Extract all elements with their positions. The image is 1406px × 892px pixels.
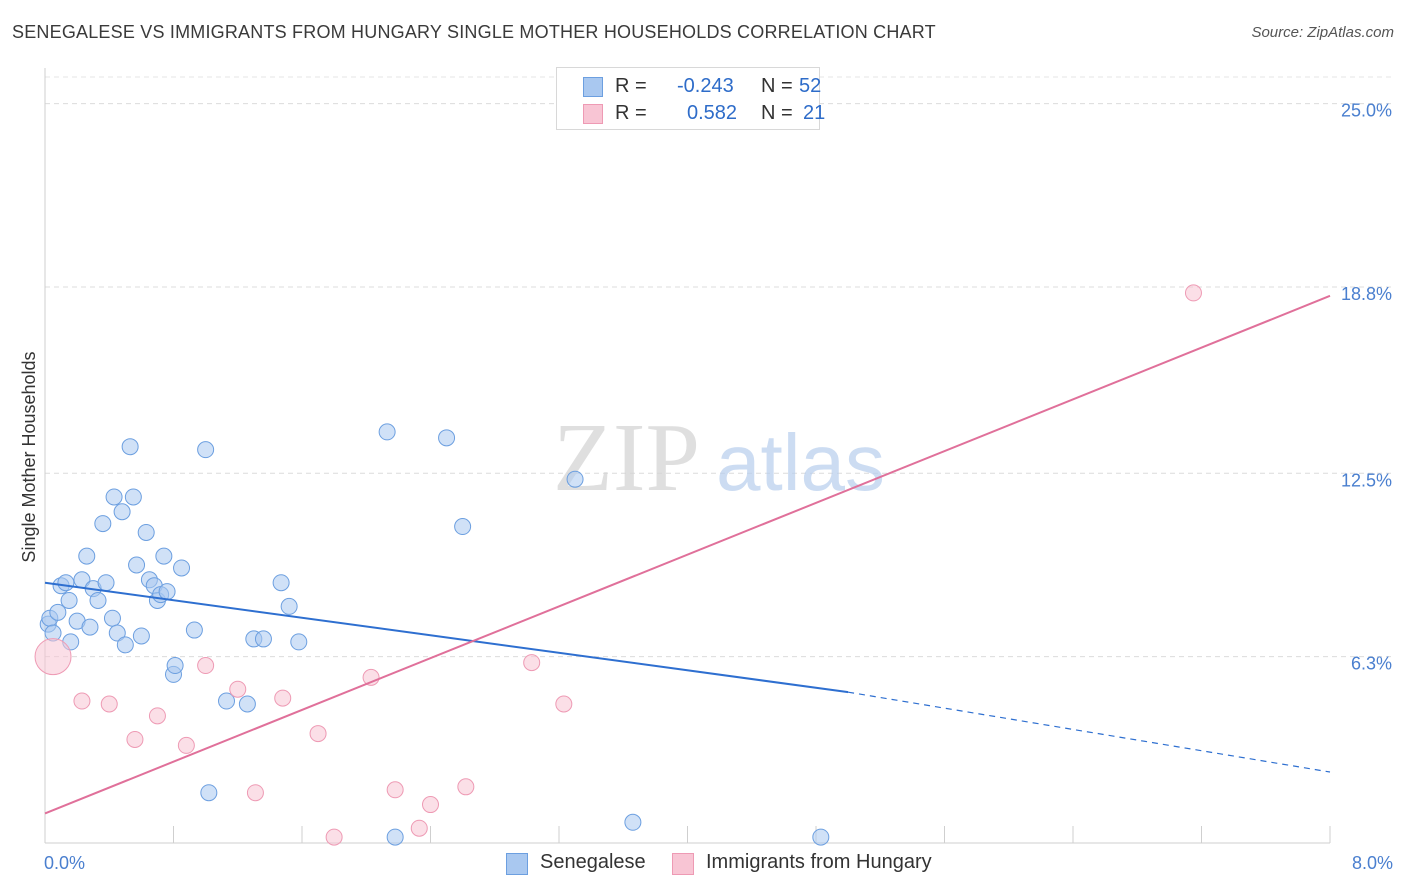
legend-n-label: N = <box>761 102 793 124</box>
watermark-atlas: atlas <box>716 418 885 507</box>
gridlines <box>45 76 1392 658</box>
y-tick-label: 12.5% <box>1341 470 1392 490</box>
point-senegalese <box>378 423 396 441</box>
tick-labels: 6.3% 12.5% 18.8% 25.0% 0.0% 8.0% <box>44 101 1393 873</box>
point-senegalese <box>812 828 830 846</box>
legend-r-value: 0.582 <box>687 102 738 124</box>
source-note: Source: ZipAtlas.com <box>1251 24 1394 41</box>
legend-n-label: N = <box>761 75 793 97</box>
point-senegalese <box>155 547 173 565</box>
point-hungary <box>229 680 247 698</box>
point-senegalese <box>97 574 115 592</box>
watermark-zip: ZIP <box>553 404 700 512</box>
point-senegalese <box>113 503 131 521</box>
bottom-legend-swatch-senegalese <box>506 853 528 875</box>
point-senegalese <box>454 518 472 536</box>
point-senegalese <box>116 636 134 654</box>
bottom-legend-label-senegalese: Senegalese <box>540 851 646 873</box>
legend-r-label: R = <box>615 75 647 97</box>
y-tick-label: 18.8% <box>1341 284 1392 304</box>
point-senegalese <box>197 441 215 459</box>
point-senegalese <box>103 609 121 627</box>
point-senegalese <box>49 603 67 621</box>
axes <box>44 68 1331 844</box>
point-senegalese <box>200 784 218 802</box>
point-hungary <box>73 692 91 710</box>
point-hungary <box>246 784 264 802</box>
bottom-legend-label-hungary: Immigrants from Hungary <box>706 851 932 873</box>
legend-n-value: 52 <box>799 75 822 97</box>
x-tick-label: 0.0% <box>44 853 85 873</box>
point-hungary <box>1184 284 1202 302</box>
point-hungary <box>422 796 439 814</box>
legend-swatch-senegalese <box>583 77 603 97</box>
point-senegalese <box>60 591 78 609</box>
bottom-legend-swatch-hungary <box>672 853 694 875</box>
chart-title: SENEGALESE VS IMMIGRANTS FROM HUNGARY SI… <box>12 22 936 42</box>
watermark: ZIP atlas <box>553 404 885 512</box>
legend-n-value: 21 <box>803 102 826 124</box>
point-senegalese <box>238 695 256 713</box>
point-senegalese <box>158 583 176 601</box>
point-hungary <box>325 828 343 846</box>
y-tick-label: 6.3% <box>1351 654 1392 674</box>
point-senegalese <box>272 574 290 592</box>
legend-swatch-hungary <box>583 104 603 124</box>
trend-lines <box>44 294 1331 815</box>
point-senegalese <box>290 633 308 651</box>
point-senegalese <box>386 828 404 846</box>
point-senegalese <box>218 692 236 710</box>
point-hungary <box>410 819 428 837</box>
point-hungary <box>274 689 292 707</box>
point-senegalese <box>185 621 203 639</box>
point-hungary <box>386 781 404 799</box>
point-hungary <box>457 778 475 796</box>
x-tick-label: 8.0% <box>1352 853 1393 873</box>
y-tick-label: 25.0% <box>1341 101 1392 121</box>
point-senegalese <box>81 618 99 636</box>
legend-r-value: -0.243 <box>677 75 734 97</box>
point-senegalese <box>566 470 584 488</box>
point-hungary <box>523 654 541 672</box>
point-hungary <box>197 657 215 675</box>
point-hungary <box>34 638 72 676</box>
point-senegalese <box>78 547 96 565</box>
point-senegalese <box>89 591 107 609</box>
y-axis-label: Single Mother Households <box>19 351 39 562</box>
point-hungary <box>177 736 195 754</box>
point-senegalese <box>121 438 139 456</box>
point-senegalese <box>57 574 75 592</box>
point-senegalese <box>137 523 155 541</box>
point-hungary <box>555 695 573 713</box>
point-senegalese <box>438 429 456 447</box>
point-senegalese <box>280 597 298 615</box>
trend-line-senegalese <box>44 581 849 694</box>
point-senegalese <box>173 559 191 577</box>
point-senegalese <box>105 488 123 506</box>
legend-r-label: R = <box>615 102 647 124</box>
point-senegalese <box>132 627 150 645</box>
point-hungary <box>309 725 327 743</box>
point-hungary <box>126 730 144 748</box>
point-hungary <box>148 707 166 725</box>
point-senegalese <box>254 630 272 648</box>
point-senegalese <box>124 488 142 506</box>
trend-extension-senegalese <box>848 691 1331 773</box>
correlation-legend: R = -0.243 N = 52 R = 0.582 N = 21 <box>556 67 825 130</box>
point-senegalese <box>108 624 126 642</box>
point-senegalese <box>128 556 146 574</box>
point-senegalese <box>624 813 642 831</box>
trend-line-hungary <box>44 294 1331 815</box>
point-senegalese <box>166 657 184 675</box>
point-hungary <box>100 695 118 713</box>
point-senegalese <box>94 515 112 533</box>
